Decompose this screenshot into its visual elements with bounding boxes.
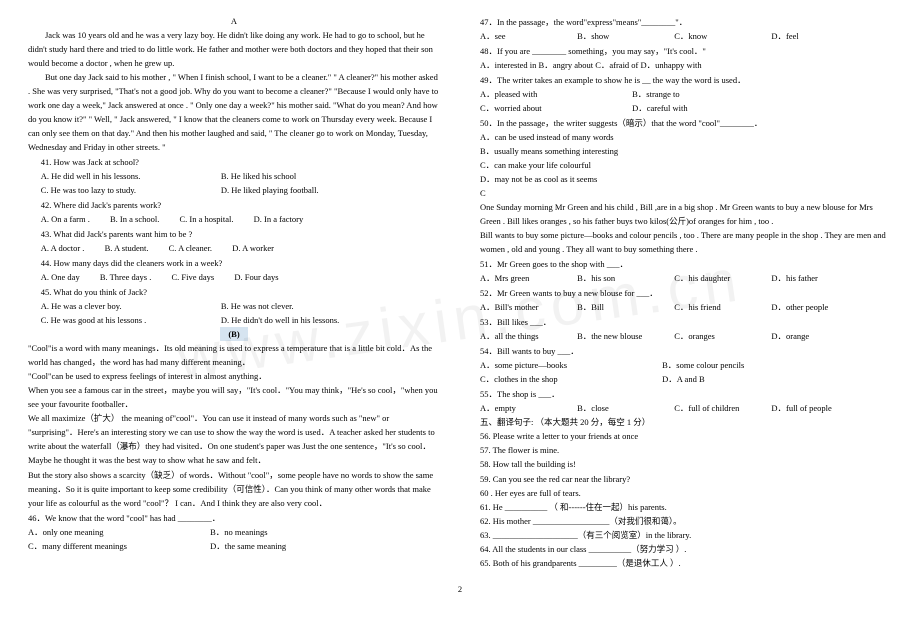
question-56: 56. Please write a letter to your friend… xyxy=(480,429,892,443)
q52-opt-d: D．other people xyxy=(771,300,866,314)
q45-opt-d: D. He didn't do well in his lessons. xyxy=(221,313,339,327)
q47-opt-d: D．feel xyxy=(771,29,866,43)
q41-opt-a: A. He did well in his lessons. xyxy=(41,169,201,183)
question-42: 42. Where did Jack's parents work? xyxy=(28,198,440,212)
q43-opt-c: C. A cleaner. xyxy=(169,241,212,255)
q42-opt-d: D. In a factory xyxy=(254,212,304,226)
q53-opt-a: A．all the things xyxy=(480,329,575,343)
passage-b-para-2: "Cool"can be used to express feelings of… xyxy=(28,369,440,383)
q51-opt-a: A．Mrs green xyxy=(480,271,575,285)
q55-opt-d: D．full of people xyxy=(771,401,866,415)
section-5-heading: 五、翻译句子: （本大题共 20 分，每空 1 分） xyxy=(480,415,892,429)
question-46: 46．We know that the word "cool" has had … xyxy=(28,511,440,525)
q51-opt-d: D．his father xyxy=(771,271,866,285)
question-65: 65. Both of his grandparents _________（是… xyxy=(480,556,892,570)
q41-opt-c: C. He was too lazy to study. xyxy=(41,183,201,197)
passage-c-heading: C xyxy=(480,186,892,200)
q55-opt-b: B．close xyxy=(577,401,672,415)
q50-opt-d: D．may not be as cool as it seems xyxy=(480,172,892,186)
q54-opt-c: C．clothes in the shop xyxy=(480,372,660,386)
q55-opt-a: A．empty xyxy=(480,401,575,415)
q49-opt-b: B．strange to xyxy=(632,89,679,99)
passage-c-para-2: Bill wants to buy some picture—books and… xyxy=(480,228,892,256)
passage-a-para-1: Jack was 10 years old and he was a very … xyxy=(28,28,440,70)
q43-opt-b: B. A student. xyxy=(105,241,149,255)
q53-opt-d: D．orange xyxy=(771,329,866,343)
q43-opt-a: A. A doctor . xyxy=(41,241,85,255)
passage-c-para-1: One Sunday morning Mr Green and his chil… xyxy=(480,200,892,228)
passage-a-heading: A xyxy=(28,14,440,28)
question-55: 55．The shop is ___． xyxy=(480,387,892,401)
question-59: 59. Can you see the red car near the lib… xyxy=(480,472,892,486)
q53-opt-b: B．the new blouse xyxy=(577,329,672,343)
q54-opt-d: D．A and B xyxy=(662,374,705,384)
q52-opt-b: B．Bill xyxy=(577,300,672,314)
q46-opt-c: C．many different meanings xyxy=(28,539,208,553)
q45-opt-c: C. He was good at his lessons . xyxy=(41,313,201,327)
q50-opt-b: B．usually means something interesting xyxy=(480,144,892,158)
question-60: 60 . Her eyes are full of tears. xyxy=(480,486,892,500)
q42-opt-a: A. On a farm . xyxy=(41,212,90,226)
question-58: 58. How tall the building is! xyxy=(480,457,892,471)
q42-opt-c: C. In a hospital. xyxy=(179,212,233,226)
question-53: 53．Bill likes ___． xyxy=(480,315,892,329)
q51-opt-b: B．his son xyxy=(577,271,672,285)
q44-opt-c: C. Five days xyxy=(172,270,215,284)
question-41: 41. How was Jack at school? xyxy=(28,155,440,169)
q46-opt-b: B．no meanings xyxy=(210,527,267,537)
q49-opt-a: A．pleased with xyxy=(480,87,630,101)
q47-opt-a: A．see xyxy=(480,29,575,43)
question-51: 51．Mr Green goes to the shop with ___． xyxy=(480,257,892,271)
q50-opt-a: A．can be used instead of many words xyxy=(480,130,892,144)
q44-opt-a: A. One day xyxy=(41,270,80,284)
q51-opt-c: C．his daughter xyxy=(674,271,769,285)
q41-opt-d: D. He liked playing football. xyxy=(221,183,319,197)
q46-opt-d: D．the same meaning xyxy=(210,541,286,551)
question-50: 50．In the passage，the writer suggests（暗示… xyxy=(480,116,892,130)
passage-b-para-4: We all maximize（扩大） the meaning of"cool"… xyxy=(28,411,440,467)
passage-b-heading: (B) xyxy=(220,327,247,341)
passage-b-para-1: "Cool"is a word with many meanings．Its o… xyxy=(28,341,440,369)
q54-opt-b: B．some colour pencils xyxy=(662,360,744,370)
passage-b-para-3: When you see a famous car in the street，… xyxy=(28,383,440,411)
q52-opt-a: A．Bill's mother xyxy=(480,300,575,314)
q45-opt-b: B. He was not clever. xyxy=(221,299,294,313)
q53-opt-c: C．oranges xyxy=(674,329,769,343)
q47-opt-b: B．show xyxy=(577,29,672,43)
passage-b-para-5: But the story also shows a scarcity（缺乏）o… xyxy=(28,468,440,510)
q44-opt-d: D. Four days xyxy=(234,270,278,284)
question-49: 49．The writer takes an example to show h… xyxy=(480,73,892,87)
q41-opt-b: B. He liked his school xyxy=(221,169,296,183)
q42-opt-b: B. In a school. xyxy=(110,212,159,226)
question-57: 57. The flower is mine. xyxy=(480,443,892,457)
q43-opt-d: D. A worker xyxy=(232,241,274,255)
question-47: 47．In the passage，the word"express"means… xyxy=(480,15,892,29)
passage-a-para-2: But one day Jack said to his mother , " … xyxy=(28,70,440,154)
page-number: 2 xyxy=(0,584,920,594)
question-44: 44. How many days did the cleaners work … xyxy=(28,256,440,270)
q47-opt-c: C．know xyxy=(674,29,769,43)
q50-opt-c: C．can make your life colourful xyxy=(480,158,892,172)
q48-opts: A．interested in B．angry about C．afraid o… xyxy=(480,58,892,72)
question-48: 48．If you are ________ something，you may… xyxy=(480,44,892,58)
question-52: 52．Mr Green wants to buy a new blouse fo… xyxy=(480,286,892,300)
q49-opt-c: C．worried about xyxy=(480,101,630,115)
question-43: 43. What did Jack's parents want him to … xyxy=(28,227,440,241)
question-61: 61. He __________ （ 和------住在一起）his pare… xyxy=(480,500,892,514)
q46-opt-a: A．only one meaning xyxy=(28,525,208,539)
question-63: 63. ____________________（有三个阅览室）in the l… xyxy=(480,528,892,542)
q45-opt-a: A. He was a clever boy. xyxy=(41,299,201,313)
q54-opt-a: A．some picture—books xyxy=(480,358,660,372)
question-62: 62. His mother __________________（对我们很和蔼… xyxy=(480,514,892,528)
q44-opt-b: B. Three days . xyxy=(100,270,152,284)
q52-opt-c: C．his friend xyxy=(674,300,769,314)
q49-opt-d: D．careful with xyxy=(632,103,687,113)
question-45: 45. What do you think of Jack? xyxy=(28,285,440,299)
question-54: 54．Bill wants to buy ___． xyxy=(480,344,892,358)
q55-opt-c: C．full of children xyxy=(674,401,769,415)
question-64: 64. All the students in our class ______… xyxy=(480,542,892,556)
